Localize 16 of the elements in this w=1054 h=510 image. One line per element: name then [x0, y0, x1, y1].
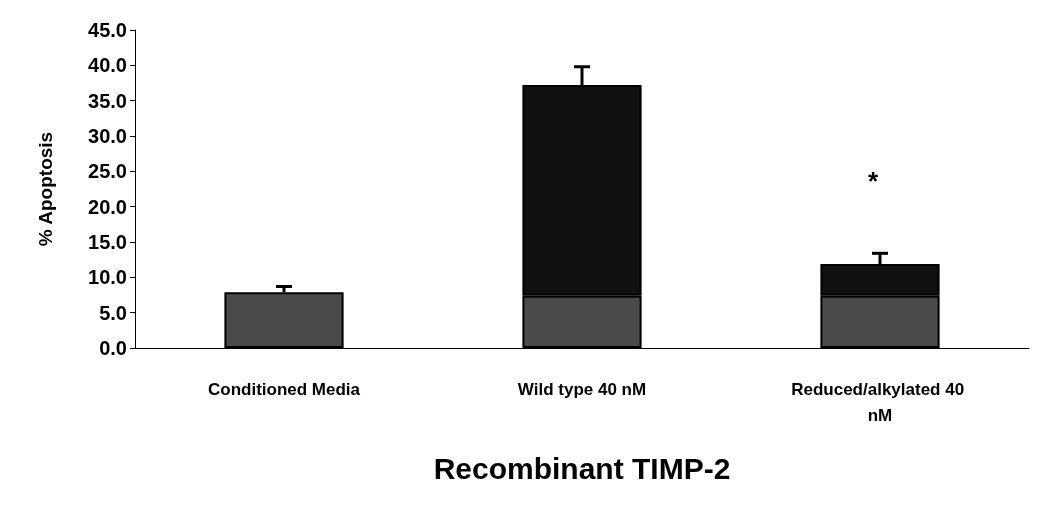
y-tick-label: 30.0 — [88, 125, 127, 147]
y-tick-label: 40.0 — [88, 54, 127, 77]
x-tick-label: Wild type 40 nM — [517, 379, 647, 399]
y-tick-label: 15.0 — [88, 231, 127, 253]
y-tick-label: 45.0 — [88, 19, 127, 41]
y-tick-label: 5.0 — [99, 301, 127, 324]
y-tick-label: 10.0 — [88, 266, 127, 289]
x-tick-label: Conditioned Media — [207, 379, 361, 399]
x-axis-title: Recombinant TIMP-2 — [433, 451, 731, 485]
annotation: * — [868, 166, 879, 196]
y-tick-label: 20.0 — [88, 195, 127, 218]
y-tick-label: 35.0 — [88, 89, 127, 112]
y-tick-label: 25.0 — [88, 160, 127, 183]
x-tick-label: Reduced/alkylated 40 nM — [791, 379, 969, 425]
y-axis-title: % Apoptosis — [35, 131, 56, 247]
y-tick-label: 0.0 — [99, 337, 127, 359]
